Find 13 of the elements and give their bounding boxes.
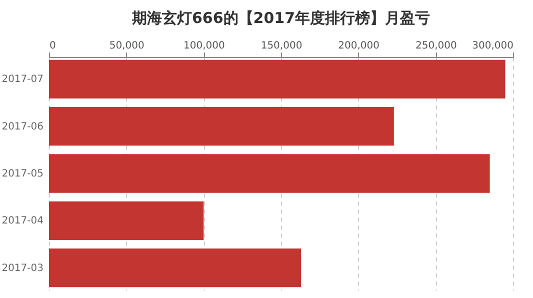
x-tick-label: 300,000 xyxy=(472,40,514,52)
y-tick-label: 2017-07 xyxy=(2,74,44,86)
x-tick-label: 150,000 xyxy=(260,40,302,52)
x-tick-label: 100,000 xyxy=(183,40,225,52)
y-tick-label: 2017-06 xyxy=(2,121,44,132)
y-tick-label: 2017-03 xyxy=(2,262,44,274)
x-tick-label: 0 xyxy=(50,40,56,52)
x-tick-label: 200,000 xyxy=(338,40,380,52)
chart-title: 期海玄灯666的【2017年度排行榜】月盈亏 xyxy=(130,9,430,27)
x-tick-label: 50,000 xyxy=(109,40,144,52)
y-tick-label: 2017-05 xyxy=(2,168,44,180)
y-tick-label: 2017-04 xyxy=(2,216,44,227)
x-tick-label: 250,000 xyxy=(415,40,457,52)
